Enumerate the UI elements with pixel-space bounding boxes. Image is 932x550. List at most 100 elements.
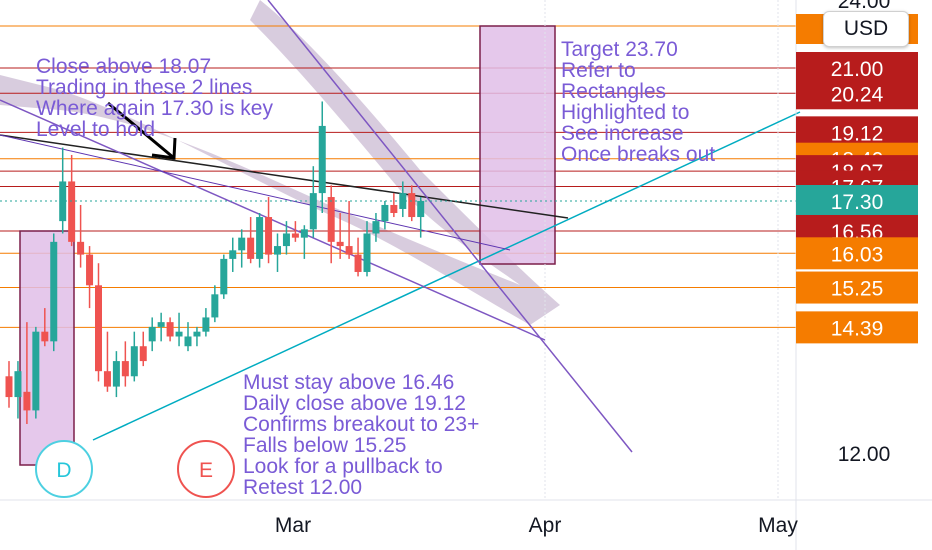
candle-body	[282, 233, 290, 247]
price-label-15.25: 15.25	[831, 278, 884, 301]
candle-body	[291, 233, 299, 238]
bottom-note-line: Confirms breakout to 23+	[243, 413, 479, 436]
candle-body	[345, 246, 353, 255]
candle	[291, 221, 299, 242]
candles	[5, 101, 425, 424]
bottom-note-line: Falls below 15.25	[243, 434, 406, 457]
price-axis: 24.00 21.0020.2419.1218.4018.0717.6717.3…	[795, 0, 918, 550]
candle-body	[68, 181, 76, 242]
candle	[327, 185, 335, 264]
right-note-line: Rectangles	[561, 80, 666, 103]
candle	[112, 351, 120, 398]
candle	[318, 101, 326, 213]
candle-body	[363, 233, 371, 272]
candle-body	[32, 331, 40, 411]
candle-body	[256, 217, 264, 259]
price-axis-label-12: 12.00	[838, 443, 891, 466]
candle-body	[336, 241, 344, 247]
candle	[390, 193, 398, 218]
bottom-note-line: Retest 12.00	[243, 476, 362, 499]
candle-body	[211, 294, 219, 318]
candle	[247, 217, 255, 264]
candle-body	[300, 229, 308, 238]
arrow-annotation	[107, 101, 177, 160]
candle	[300, 225, 308, 259]
highlight-rectangle-left	[19, 230, 75, 466]
candle	[32, 326, 40, 419]
candle-body	[274, 246, 281, 255]
candle-body	[139, 346, 147, 362]
left-note-line: Where again 17.30 is key	[36, 97, 273, 120]
candle-body	[86, 254, 94, 286]
channel-line-upper	[0, 99, 546, 341]
candle-body	[95, 285, 102, 372]
candle	[41, 308, 49, 347]
candle-body	[408, 193, 416, 218]
candle	[148, 317, 156, 352]
right-note-line: Target 23.70	[561, 38, 678, 61]
candle-body	[399, 193, 407, 209]
marker-d-label: D	[56, 459, 71, 482]
marker-e-circle	[177, 440, 235, 498]
candle	[381, 200, 389, 230]
candle	[417, 197, 425, 238]
candle	[175, 312, 183, 347]
horizontal-levels	[0, 25, 796, 328]
trend-lines	[0, 0, 801, 453]
candle	[50, 233, 58, 352]
candle	[274, 233, 281, 272]
time-axis-label-may: May	[758, 514, 798, 537]
candle-body	[130, 346, 138, 377]
candle-body	[238, 237, 246, 251]
candle-body	[157, 322, 165, 327]
left-note-line: Trading in these 2 lines	[36, 76, 252, 99]
candle-body	[390, 204, 398, 213]
candle-body	[381, 204, 389, 222]
candle	[238, 229, 246, 268]
candle	[220, 254, 228, 299]
right-note-line: Once breaks out	[561, 143, 715, 166]
price-label-16.03: 16.03	[831, 243, 884, 266]
candle-body	[318, 125, 326, 194]
price-label-21.00: 21.00	[831, 58, 884, 81]
price-label-bg-15.25	[796, 271, 918, 304]
candle	[399, 181, 407, 218]
highlight-band-main	[0, 0, 560, 325]
candle-body	[372, 221, 380, 234]
price-label-bg-20.24	[796, 77, 918, 110]
left-note-line: Level to hold	[36, 118, 155, 141]
candle	[372, 212, 380, 242]
candle	[157, 312, 165, 342]
candle	[336, 212, 344, 259]
price-label-20.24: 20.24	[831, 83, 884, 106]
candle	[202, 308, 210, 337]
markers: D E	[35, 440, 235, 498]
right-note-line: See increase	[561, 122, 684, 145]
candle-body	[265, 217, 273, 255]
left-note-line: Close above 18.07	[36, 55, 211, 78]
time-axis-label-mar: Mar	[275, 514, 311, 537]
candle-body	[50, 241, 58, 342]
candle-body	[103, 371, 111, 387]
candle	[408, 185, 416, 222]
currency-button[interactable]: USD	[823, 11, 909, 47]
marker-d-circle	[35, 440, 93, 498]
price-labels: 21.0020.2419.1218.4018.0717.6717.3016.56…	[796, 14, 918, 344]
candle-body	[193, 331, 201, 337]
candle	[121, 341, 129, 387]
candle	[256, 212, 264, 268]
price-label-bg-16.03	[796, 237, 918, 270]
candle-body	[41, 331, 49, 342]
bottom-note-line: Look for a pullback to	[243, 455, 443, 478]
candle-body	[247, 237, 255, 259]
candle	[59, 147, 67, 234]
support-trendline	[92, 111, 801, 441]
candle-body	[327, 197, 335, 242]
candle	[95, 263, 102, 382]
candle	[86, 246, 94, 309]
candle	[23, 322, 31, 424]
candle	[354, 237, 362, 277]
candle-body	[14, 371, 22, 398]
